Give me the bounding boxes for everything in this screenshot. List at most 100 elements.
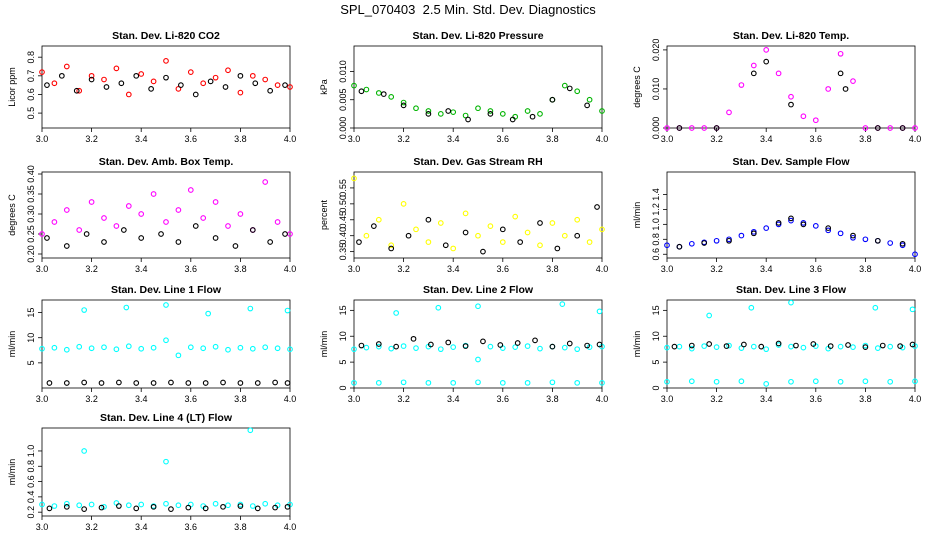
data-point [237,211,244,217]
data-point [370,223,377,229]
data-point [850,78,856,84]
data-point [274,345,281,352]
data-point [202,505,209,512]
data-point [63,500,70,507]
data-point [837,230,844,237]
data-point [584,342,590,349]
data-point [713,344,720,350]
y-tick-label: 15 [338,305,348,315]
data-point [237,380,244,386]
y-tick-label: 0 [338,385,348,390]
y-tick-label: 0.020 [651,39,661,62]
data-point [400,99,407,106]
data-point [899,240,906,247]
data-point [664,242,670,249]
data-point [158,231,164,237]
data-point [358,342,365,349]
data-point [163,337,169,344]
data-point [475,379,481,386]
data-point [812,222,819,229]
data-point [763,47,770,53]
data-point [125,502,132,509]
data-point [282,82,288,88]
data-point [763,58,770,65]
x-tick-label: 3.4 [760,394,773,404]
data-point [487,111,494,117]
data-point [850,344,856,350]
data-point [351,175,357,182]
y-tick-label: 0.40 [26,165,36,183]
data-point [150,78,157,85]
data-point [475,356,481,363]
data-point [225,67,231,74]
data-point [413,226,419,233]
data-point [450,344,457,350]
x-tick-label: 3.6 [810,134,823,144]
data-point [748,304,755,311]
data-point [586,96,593,103]
data-point [163,74,169,81]
data-point [375,216,382,223]
data-point [837,378,844,385]
y-tick-label: 0.35 [338,243,348,261]
data-point [701,125,708,131]
data-point [872,304,879,311]
data-point [574,379,581,386]
data-point [200,215,207,221]
data-series-2 [358,335,603,350]
x-tick-label: 3.0 [36,522,49,532]
data-series-2 [44,223,288,249]
data-point [83,231,90,237]
data-point [688,342,695,349]
x-tick-label: 3.4 [447,134,460,144]
data-point [120,227,127,233]
data-point [800,113,807,120]
data-point [63,243,70,249]
plot-frame [41,299,291,389]
x-tick-label: 3.8 [546,134,559,144]
data-point [351,346,357,353]
x-tick-label: 4.0 [596,264,609,274]
x-tick-label: 3.2 [710,264,723,274]
y-tick-label: 15 [651,305,661,315]
x-tick-label: 3.4 [135,522,148,532]
data-point [887,240,894,246]
data-point [688,378,695,385]
data-point [51,503,58,509]
x-tick-label: 3.8 [859,394,872,404]
x-tick-label: 3.2 [710,394,723,404]
data-series-1 [664,299,918,387]
data-point [225,223,231,229]
data-point [358,88,365,95]
data-point [363,344,370,351]
data-point [845,342,851,348]
data-point [163,458,169,465]
data-point [912,378,918,385]
data-point [688,345,695,352]
data-point [262,500,269,507]
data-point [701,240,708,246]
chart-title: Stan. Dev. Gas Stream RH [413,156,542,168]
y-tick-label: 1.0 [651,218,661,231]
data-point [187,69,194,75]
data-point [425,216,432,223]
data-point [98,380,105,386]
y-tick-label: 0.010 [338,60,348,83]
data-point [512,213,519,220]
data-point [586,239,593,245]
data-point [549,343,556,350]
data-point [509,116,516,123]
data-point [750,343,757,350]
data-point [51,344,58,351]
data-series-2 [46,503,291,512]
y-tick-label: 0.35 [26,185,36,203]
y-axis-label: degrees C [7,194,17,236]
x-tick-label: 3.4 [447,264,460,274]
data-point [212,235,219,241]
data-series-1 [664,217,918,258]
data-point [561,82,568,89]
data-point [185,380,192,386]
y-tick-label: 0.000 [338,117,348,140]
data-series-2 [671,340,916,350]
